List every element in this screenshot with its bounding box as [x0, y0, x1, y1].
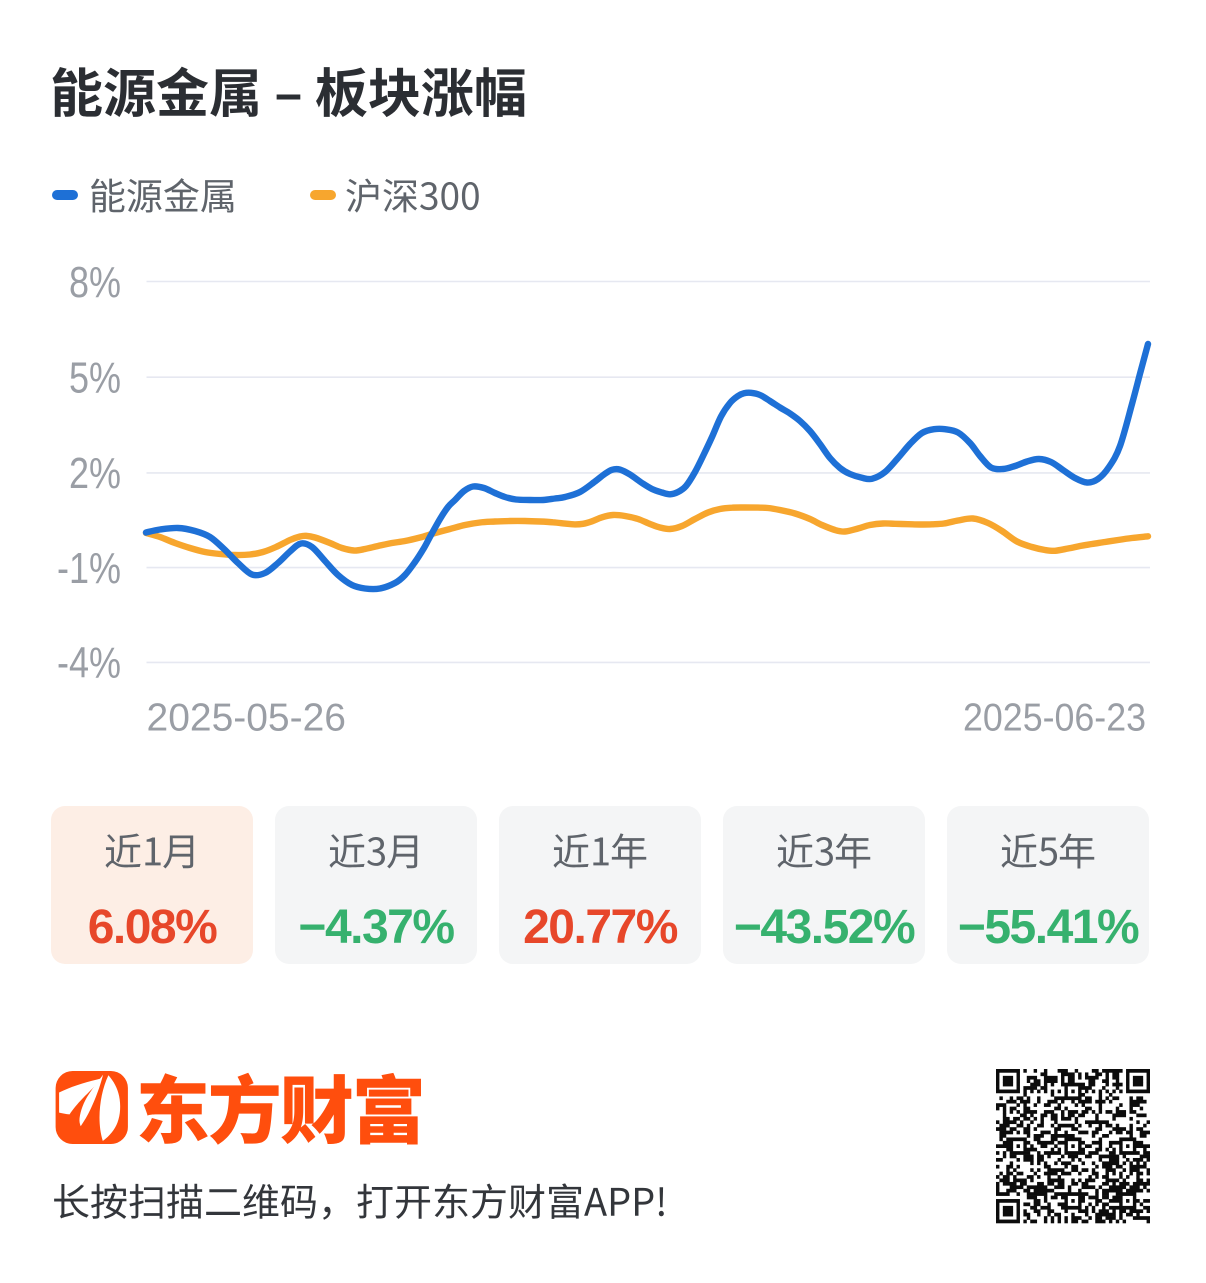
svg-text:-1%: -1% — [57, 544, 121, 593]
svg-text:2025-05-26: 2025-05-26 — [147, 697, 347, 740]
svg-text:−43.52%: −43.52% — [734, 901, 915, 954]
svg-text:8%: 8% — [69, 258, 121, 307]
svg-text:5%: 5% — [69, 354, 121, 403]
svg-text:−4.37%: −4.37% — [298, 901, 454, 954]
svg-text:20.77%: 20.77% — [523, 901, 678, 954]
svg-text:−55.41%: −55.41% — [958, 901, 1139, 954]
svg-text:2%: 2% — [69, 449, 121, 498]
svg-text:2025-06-23: 2025-06-23 — [963, 697, 1146, 740]
svg-text:-4%: -4% — [57, 639, 121, 688]
svg-text:6.08%: 6.08% — [88, 901, 217, 954]
